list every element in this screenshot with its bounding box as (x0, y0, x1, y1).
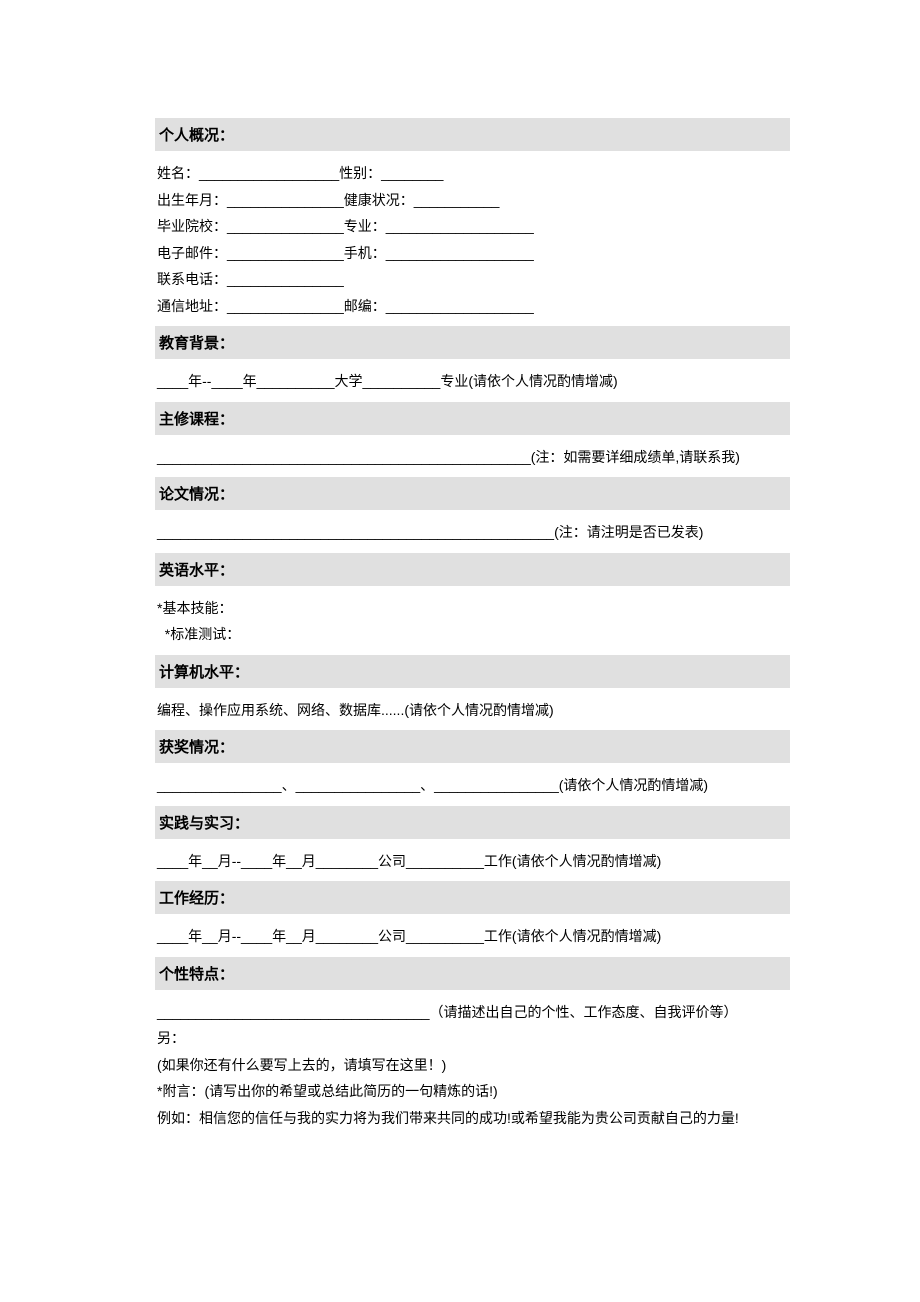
section-education-content: ____年--____年__________大学__________专业(请依个… (155, 369, 790, 394)
section-personal-content: 姓名：__________________性别：________ 出生年月：__… (155, 161, 790, 318)
section-awards-content: ________________、________________、______… (155, 773, 790, 798)
section-education-header: 教育背景： (155, 326, 790, 359)
practice-line: ____年__月--____年__月________公司__________工作… (157, 849, 788, 874)
section-practice-header: 实践与实习： (155, 806, 790, 839)
english-line-2: *标准测试： (157, 622, 788, 647)
personality-line-5: 例如：相信您的信任与我的实力将为我们带来共同的成功!或希望我能为贵公司贡献自己的… (157, 1106, 788, 1131)
personality-line-1: ___________________________________（请描述出… (157, 1000, 788, 1025)
section-work-content: ____年__月--____年__月________公司__________工作… (155, 924, 790, 949)
section-computer-header: 计算机水平： (155, 655, 790, 688)
personality-line-2: 另： (157, 1026, 788, 1051)
section-thesis-header: 论文情况： (155, 477, 790, 510)
section-english-header: 英语水平： (155, 553, 790, 586)
awards-line: ________________、________________、______… (157, 773, 788, 798)
personality-line-4: *附言：(请写出你的希望或总结此简历的一句精炼的话!) (157, 1079, 788, 1104)
section-personality-content: ___________________________________（请描述出… (155, 1000, 790, 1131)
english-line-1: *基本技能： (157, 596, 788, 621)
section-work-header: 工作经历： (155, 881, 790, 914)
section-practice-content: ____年__月--____年__月________公司__________工作… (155, 849, 790, 874)
personality-line-3: (如果你还有什么要写上去的，请填写在这里！) (157, 1053, 788, 1078)
section-computer-content: 编程、操作应用系统、网络、数据库......(请依个人情况酌情增减) (155, 698, 790, 723)
courses-line: ________________________________________… (157, 445, 788, 470)
section-thesis-content: ________________________________________… (155, 520, 790, 545)
personal-line-1: 姓名：__________________性别：________ (157, 161, 788, 186)
thesis-line: ________________________________________… (157, 520, 788, 545)
section-personality-header: 个性特点： (155, 957, 790, 990)
computer-line: 编程、操作应用系统、网络、数据库......(请依个人情况酌情增减) (157, 698, 788, 723)
personal-line-6: 通信地址：_______________邮编：_________________… (157, 294, 788, 319)
personal-line-3: 毕业院校：_______________专业：_________________… (157, 214, 788, 239)
personal-line-5: 联系电话：_______________ (157, 267, 788, 292)
section-english-content: *基本技能： *标准测试： (155, 596, 790, 647)
personal-line-2: 出生年月：_______________健康状况：___________ (157, 188, 788, 213)
section-courses-header: 主修课程： (155, 402, 790, 435)
section-courses-content: ________________________________________… (155, 445, 790, 470)
education-line: ____年--____年__________大学__________专业(请依个… (157, 369, 788, 394)
work-line: ____年__月--____年__月________公司__________工作… (157, 924, 788, 949)
section-awards-header: 获奖情况： (155, 730, 790, 763)
personal-line-4: 电子邮件：_______________手机：_________________… (157, 241, 788, 266)
section-personal-header: 个人概况： (155, 118, 790, 151)
